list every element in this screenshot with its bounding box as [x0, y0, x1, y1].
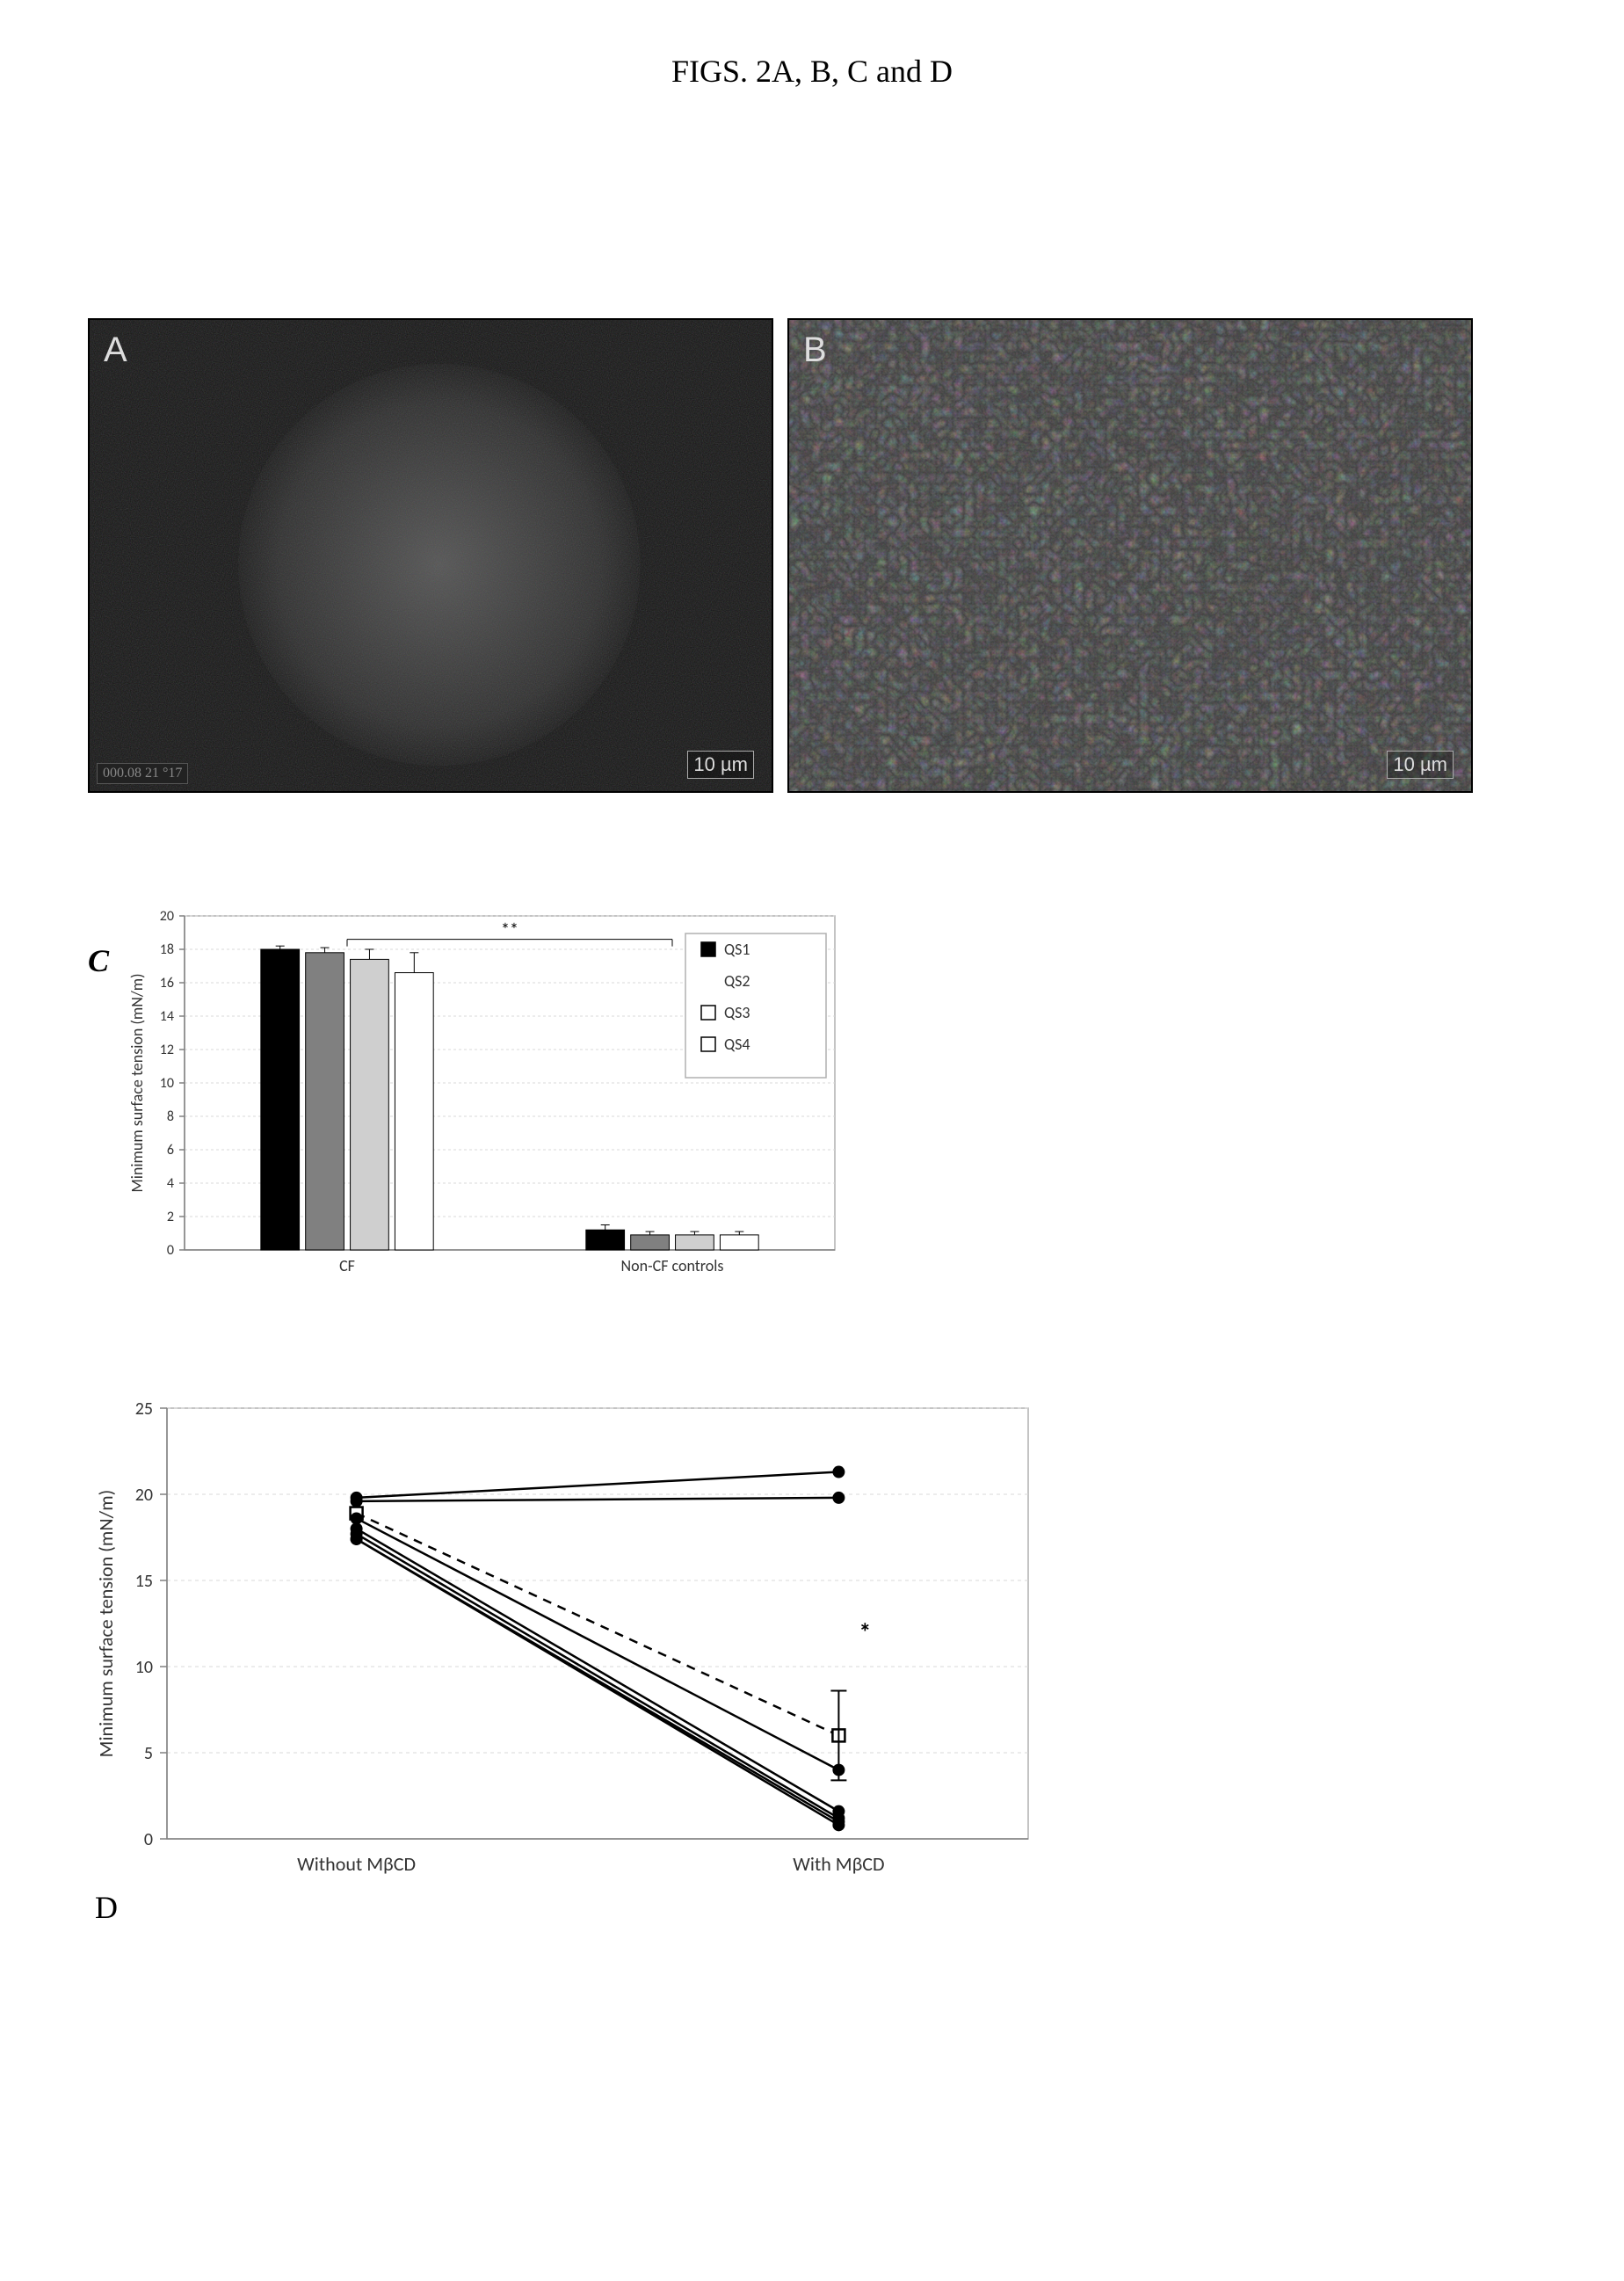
chart-d-container: 0 5 10 15 20 25 Minimum surface tension (mN/m)…	[88, 1391, 1571, 1926]
panel-c-letter: C	[88, 942, 109, 979]
svg-text:8: 8	[167, 1108, 174, 1125]
panel-d-letter: D	[95, 1889, 1571, 1926]
svg-text:With MβCD: With MβCD	[793, 1852, 884, 1876]
svg-text:15: 15	[135, 1571, 153, 1592]
svg-text:2: 2	[167, 1209, 174, 1225]
svg-text:5: 5	[144, 1743, 153, 1764]
svg-text:10: 10	[135, 1657, 153, 1678]
micrograph-panel-a: A 000.08 21 °17 10 µm	[88, 318, 773, 793]
chart-d: 0 5 10 15 20 25 Minimum surface tension (mN/m)…	[88, 1391, 1055, 1892]
svg-text:Minimum surface tension (mN/m): Minimum surface tension (mN/m)	[127, 973, 147, 1192]
svg-text:**: **	[501, 920, 518, 941]
svg-text:QS1: QS1	[724, 940, 750, 959]
svg-text:QS4: QS4	[724, 1035, 750, 1054]
panel-a-letter: A	[104, 331, 127, 370]
chart-c-container: C 0 2 4 6 8 10 12 14 16 18 20 Minimum surface tensi…	[88, 898, 1571, 1285]
micrograph-row: A 000.08 21 °17 10 µm B 10 µm	[53, 318, 1571, 793]
svg-text:*: *	[859, 1617, 871, 1648]
svg-text:12: 12	[160, 1042, 174, 1058]
page-title: FIGS. 2A, B, C and D	[53, 53, 1571, 90]
chart-c: 0 2 4 6 8 10 12 14 16 18 20 Minimum surface tension…	[123, 898, 844, 1285]
svg-text:Minimum surface tension (mN/m): Minimum surface tension (mN/m)	[94, 1490, 118, 1758]
panel-a-meta: 000.08 21 °17	[97, 763, 188, 784]
svg-text:CF: CF	[339, 1256, 355, 1275]
svg-text:Without MβCD: Without MβCD	[297, 1852, 416, 1876]
svg-text:18: 18	[160, 941, 174, 958]
panel-b-letter: B	[803, 331, 827, 370]
svg-text:20: 20	[160, 908, 174, 925]
micrograph-panel-b: B 10 µm	[787, 318, 1473, 793]
micrograph-a-texture	[90, 320, 772, 792]
svg-text:Non-CF controls: Non-CF controls	[621, 1256, 724, 1275]
panel-a-scale: 10 µm	[687, 751, 754, 779]
micrograph-b-texture	[789, 320, 1471, 792]
svg-text:0: 0	[144, 1829, 153, 1850]
svg-text:QS2: QS2	[724, 971, 750, 991]
svg-text:25: 25	[135, 1398, 153, 1420]
svg-text:10: 10	[160, 1075, 174, 1092]
svg-text:20: 20	[135, 1485, 153, 1506]
panel-b-scale: 10 µm	[1387, 751, 1454, 779]
svg-text:16: 16	[160, 975, 174, 992]
svg-text:6: 6	[167, 1142, 174, 1159]
svg-text:14: 14	[160, 1008, 174, 1025]
svg-text:QS3: QS3	[724, 1003, 750, 1022]
svg-text:0: 0	[167, 1242, 174, 1259]
svg-text:4: 4	[167, 1175, 174, 1192]
